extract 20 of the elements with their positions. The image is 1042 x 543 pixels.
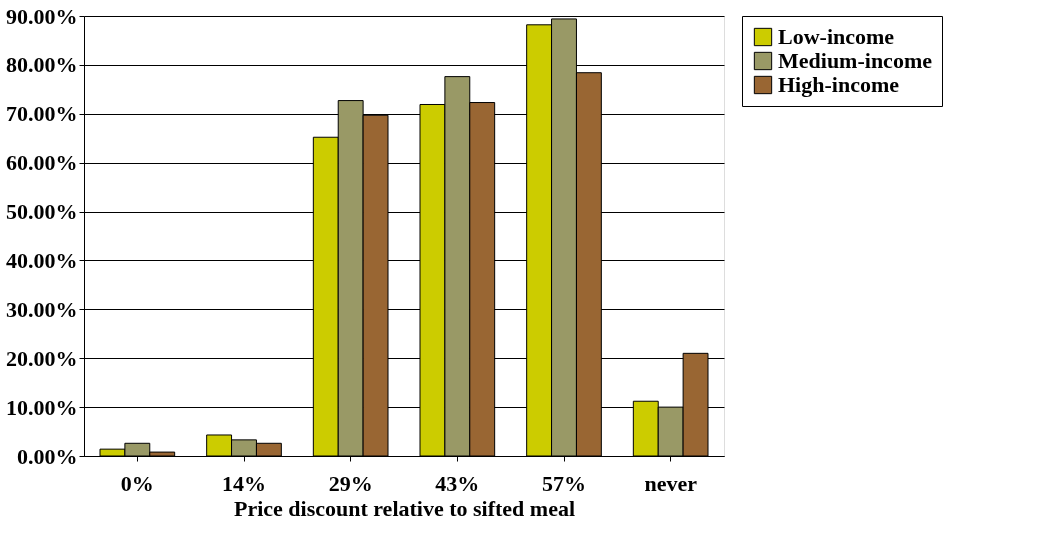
y-tick-label: 90.00% bbox=[6, 3, 78, 29]
x-tick-label: 0% bbox=[120, 470, 154, 496]
x-axis-title: Price discount relative to sifted meal bbox=[233, 495, 576, 521]
y-tick-label: 50.00% bbox=[6, 199, 78, 225]
y-tick-label: 70.00% bbox=[6, 101, 78, 127]
x-tick-label: 29% bbox=[328, 470, 373, 496]
y-tick-label: 20.00% bbox=[6, 345, 78, 371]
y-tick-label: 80.00% bbox=[6, 52, 78, 78]
x-tick-label: 43% bbox=[435, 470, 480, 496]
y-tick-label: 30.00% bbox=[6, 296, 78, 322]
y-tick-label: 40.00% bbox=[6, 247, 78, 273]
y-tick-label: 10.00% bbox=[6, 394, 78, 420]
legend-label: Medium-income bbox=[778, 48, 933, 73]
legend-label: High-income bbox=[778, 72, 900, 97]
x-tick-label: 14% bbox=[222, 470, 266, 496]
y-tick-label: 60.00% bbox=[6, 150, 78, 176]
y-tick-label: 0.00% bbox=[17, 443, 78, 469]
legend-label: Low-income bbox=[778, 24, 895, 49]
x-tick-label: 57% bbox=[542, 470, 586, 496]
x-tick-label: never bbox=[644, 470, 698, 496]
